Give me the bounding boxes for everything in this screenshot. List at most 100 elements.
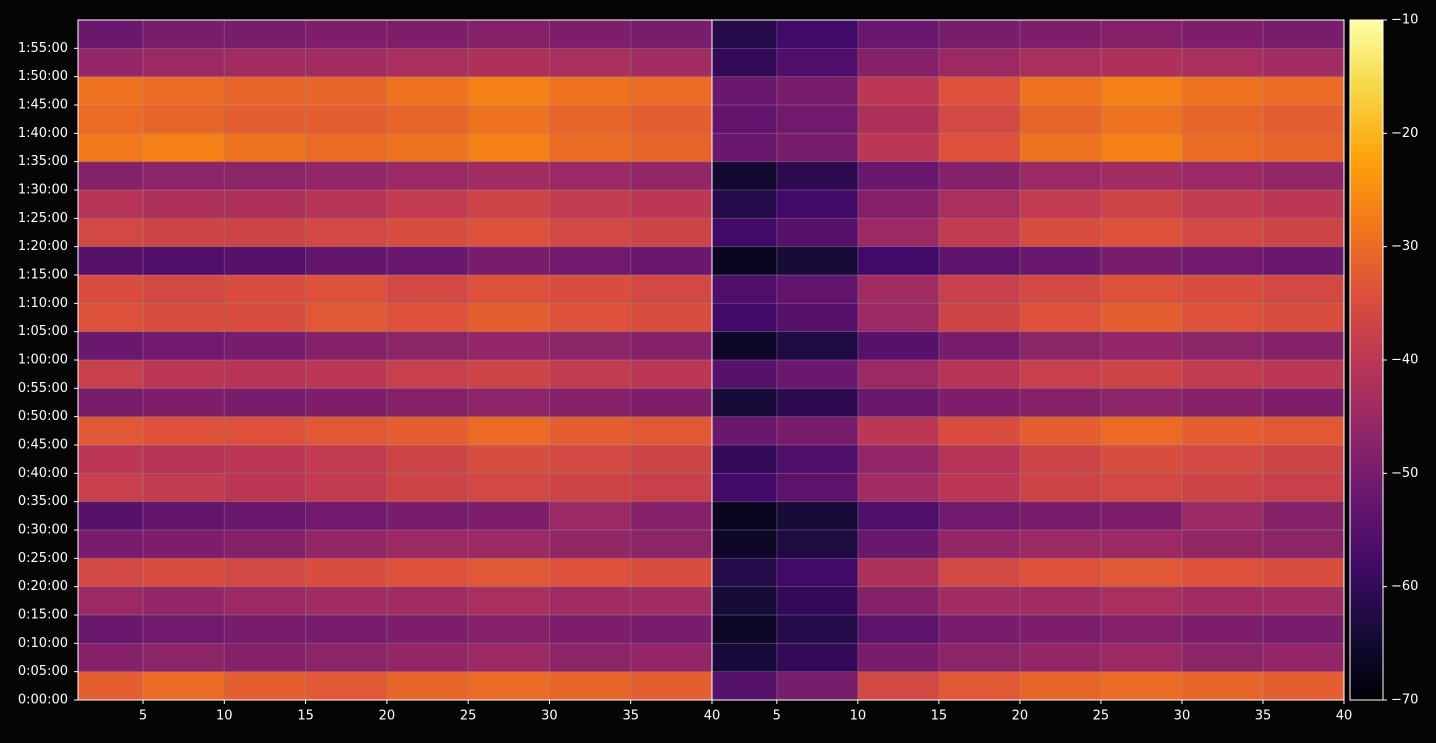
heat-cell — [143, 275, 225, 304]
heat-cell — [938, 473, 1020, 502]
heat-cell — [712, 105, 777, 134]
heat-cell — [938, 246, 1020, 275]
y-tick-label: 0:25:00 — [18, 551, 68, 566]
heat-cell — [1181, 360, 1263, 389]
heat-cell — [1262, 161, 1344, 190]
heat-cell — [712, 615, 777, 644]
heat-cell — [938, 671, 1020, 700]
heat-cell — [224, 20, 306, 49]
heat-cell — [630, 360, 712, 389]
colorbar-tick-label: −40 — [1391, 353, 1418, 368]
heat-cell — [468, 48, 550, 77]
heat-cell — [712, 388, 777, 417]
heat-cell — [305, 558, 387, 587]
heat-cell — [143, 615, 225, 644]
heat-cell — [549, 586, 631, 615]
heat-cell — [857, 643, 939, 672]
heat-cell — [1262, 586, 1344, 615]
heat-cell — [78, 615, 144, 644]
y-tick-label: 0:20:00 — [18, 579, 68, 594]
heat-cell — [1181, 105, 1263, 134]
heat-cell — [305, 190, 387, 219]
heat-cell — [776, 586, 858, 615]
heat-cell — [630, 20, 712, 49]
heat-cell — [305, 473, 387, 502]
heat-cell — [1019, 473, 1101, 502]
heat-cell — [305, 360, 387, 389]
heat-cell — [305, 20, 387, 49]
heat-cell — [712, 643, 777, 672]
heat-cell — [78, 133, 144, 162]
heat-cell — [468, 331, 550, 360]
heat-cell — [630, 218, 712, 247]
heat-cell — [1181, 190, 1263, 219]
x-tick-label: 30 — [541, 709, 558, 724]
heat-cell — [712, 76, 777, 105]
heat-cell — [143, 48, 225, 77]
heat-cell — [305, 416, 387, 445]
heat-cell — [224, 331, 306, 360]
heat-cell — [776, 530, 858, 559]
heat-cell — [549, 76, 631, 105]
heat-cell — [776, 643, 858, 672]
heat-cell — [386, 133, 469, 162]
heat-cell — [857, 615, 939, 644]
heat-cell — [1019, 190, 1101, 219]
heat-cell — [1019, 586, 1101, 615]
heat-cell — [776, 303, 858, 332]
heat-cell — [1100, 416, 1182, 445]
heat-cell — [1262, 246, 1344, 275]
heat-cell — [78, 331, 144, 360]
heat-cell — [78, 218, 144, 247]
heat-cell — [78, 246, 144, 275]
heat-cell — [1100, 671, 1182, 700]
heat-cell — [1100, 275, 1182, 304]
colorbar — [1349, 19, 1384, 701]
heat-cell — [857, 331, 939, 360]
heat-cell — [712, 20, 777, 49]
heat-cell — [1262, 615, 1344, 644]
y-tick-label: 1:30:00 — [18, 183, 68, 198]
heat-cell — [630, 530, 712, 559]
heat-cell — [712, 48, 777, 77]
heat-cell — [549, 501, 631, 530]
heat-cell — [630, 190, 712, 219]
heat-cell — [224, 246, 306, 275]
heat-cell — [1262, 275, 1344, 304]
heat-cell — [1019, 530, 1101, 559]
heat-cell — [712, 331, 777, 360]
heat-cell — [305, 530, 387, 559]
heat-cell — [1181, 48, 1263, 77]
heat-cell — [857, 671, 939, 700]
heat-cell — [224, 48, 306, 77]
heat-cell — [224, 530, 306, 559]
heat-cell — [857, 388, 939, 417]
heat-cell — [386, 218, 469, 247]
heat-cell — [1019, 388, 1101, 417]
heat-cell — [1100, 246, 1182, 275]
heat-cell — [1262, 105, 1344, 134]
heat-cell — [712, 190, 777, 219]
heat-cell — [1181, 530, 1263, 559]
heat-cell — [1019, 303, 1101, 332]
heat-cell — [712, 246, 777, 275]
heat-cell — [1262, 303, 1344, 332]
heat-cell — [224, 360, 306, 389]
x-tick-label: 10 — [850, 709, 867, 724]
heat-cell — [468, 133, 550, 162]
heat-cell — [712, 558, 777, 587]
heat-cell — [1019, 76, 1101, 105]
heat-cell — [386, 303, 469, 332]
heat-cell — [776, 190, 858, 219]
heat-cell — [1019, 558, 1101, 587]
heat-cell — [1262, 558, 1344, 587]
heat-cell — [549, 558, 631, 587]
heat-cell — [78, 501, 144, 530]
heat-cell — [857, 416, 939, 445]
heat-cell — [305, 161, 387, 190]
heat-cell — [712, 671, 777, 700]
colorbar-tick-label: −10 — [1391, 13, 1418, 28]
heat-cell — [857, 501, 939, 530]
heat-cell — [468, 360, 550, 389]
heat-cell — [386, 331, 469, 360]
